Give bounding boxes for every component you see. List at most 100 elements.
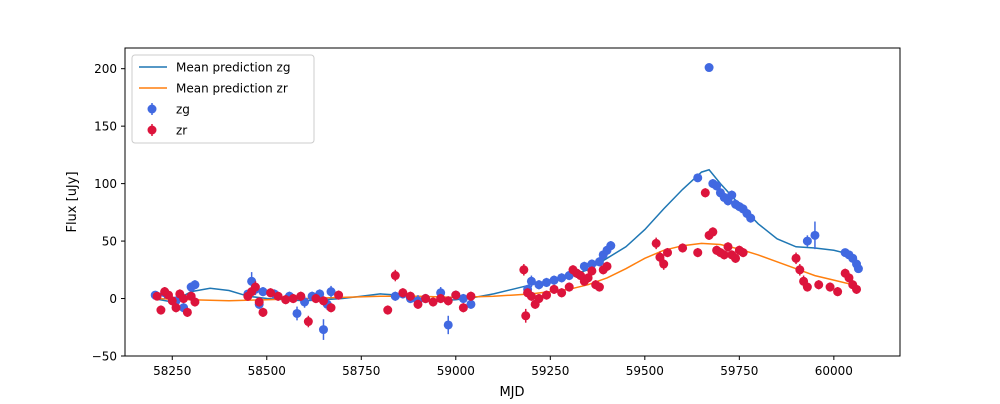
y-tick-label: 200 [94, 62, 117, 76]
data-point-zr [557, 288, 567, 298]
data-point-zr [303, 317, 313, 327]
x-tick-label: 58500 [248, 364, 286, 378]
data-point-zr [318, 296, 328, 306]
data-point-zg [526, 276, 536, 286]
data-point-zr [795, 265, 805, 275]
series-line-mean-prediction-zg [153, 168, 857, 303]
data-point-zr [534, 294, 544, 304]
data-point-zr [152, 291, 162, 301]
data-point-zr [288, 294, 298, 304]
data-point-zr [167, 296, 177, 306]
data-points [150, 63, 863, 340]
data-point-zg [390, 291, 400, 301]
data-point-zg [810, 230, 820, 240]
data-point-zr [254, 297, 264, 307]
legend-entry: Mean prediction zg [139, 61, 290, 75]
data-point-zr [814, 280, 824, 290]
data-point-zg [466, 299, 476, 309]
data-point-zr [693, 248, 703, 258]
data-point-zr [190, 297, 200, 307]
data-point-zr [281, 295, 291, 305]
data-point-zg [534, 280, 544, 290]
y-tick-label: 50 [102, 235, 117, 249]
data-point-zr [398, 288, 408, 298]
data-point-zg [693, 173, 703, 183]
x-tick-label: 59000 [437, 364, 475, 378]
y-tick-label: −50 [92, 350, 117, 364]
data-point-zr [791, 253, 801, 263]
data-point-zr [334, 290, 344, 300]
data-point-zr [326, 303, 336, 313]
data-point-zr [678, 243, 688, 253]
x-axis: 58250 58500 58750 59000 59250 59500 59750 60000 [153, 356, 853, 378]
y-axis: −50 0 50 100 150 200 [92, 62, 125, 364]
data-point-zr [156, 305, 166, 315]
data-point-zr [723, 242, 733, 252]
y-tick-label: 0 [109, 292, 117, 306]
x-tick-label: 60000 [815, 364, 853, 378]
data-point-zg [292, 308, 302, 318]
data-point-zg [704, 63, 714, 73]
data-point-zr [443, 296, 453, 306]
data-point-zr [451, 290, 461, 300]
series-zr [152, 188, 862, 328]
data-point-zr [519, 265, 529, 275]
data-point-zr [521, 311, 531, 321]
data-point-zg [318, 325, 328, 335]
data-point-zg [258, 287, 268, 297]
x-tick-label: 59500 [626, 364, 664, 378]
data-point-zg [587, 259, 597, 269]
data-point-zr [296, 291, 306, 301]
data-point-zr [564, 282, 574, 292]
data-point-zr [549, 284, 559, 294]
data-point-zr [421, 294, 431, 304]
legend-label: zg [176, 103, 190, 117]
y-tick-label: 150 [94, 120, 117, 134]
data-point-zr [655, 252, 665, 262]
legend-entry: zg [147, 103, 190, 117]
x-tick-label: 58750 [342, 364, 380, 378]
data-point-zg [712, 181, 722, 191]
data-point-zg [727, 190, 737, 200]
data-point-zr [405, 291, 415, 301]
legend: Mean prediction zg Mean prediction zr zg zr [131, 54, 315, 144]
data-point-zg [746, 213, 756, 223]
data-point-zr [583, 273, 593, 283]
data-point-zg [853, 264, 863, 274]
data-point-zr [413, 299, 423, 309]
data-point-zg [579, 261, 589, 271]
data-point-zr [825, 282, 835, 292]
data-point-zg [542, 277, 552, 287]
legend-box [131, 54, 315, 144]
data-point-zr [182, 307, 192, 317]
prediction-lines [153, 168, 857, 303]
legend-marker-swatch [147, 104, 157, 114]
x-tick-label: 59250 [531, 364, 569, 378]
legend-entry: Mean prediction zr [139, 82, 288, 96]
data-point-zr [587, 266, 597, 276]
data-point-zr [719, 250, 729, 260]
data-point-zr [700, 188, 710, 198]
data-point-zr [651, 238, 661, 248]
y-axis-label: Flux [uJy] [65, 171, 80, 232]
data-point-zr [708, 227, 718, 237]
data-point-zr [833, 287, 843, 297]
legend-entry: zr [147, 124, 187, 138]
data-point-zr [466, 291, 476, 301]
data-point-zg [443, 320, 453, 330]
legend-label: zr [176, 124, 187, 138]
data-point-zr [171, 303, 181, 313]
data-point-zr [542, 290, 552, 300]
data-point-zg [190, 280, 200, 290]
data-point-zr [458, 303, 468, 313]
data-point-zg [458, 294, 468, 304]
data-point-zr [526, 291, 536, 301]
data-point-zr [602, 261, 612, 271]
data-point-zr [738, 248, 748, 258]
data-point-zr [273, 291, 283, 301]
legend-label: Mean prediction zr [176, 82, 288, 96]
y-tick-label: 100 [94, 177, 117, 191]
data-point-zr [844, 273, 854, 283]
